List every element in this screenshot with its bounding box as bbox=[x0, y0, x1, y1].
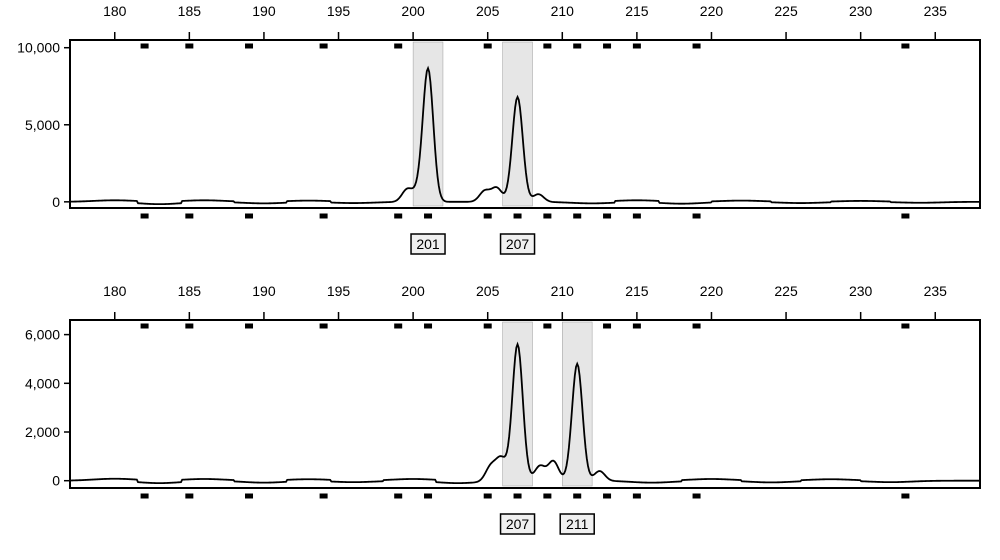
bin-marker bbox=[693, 324, 701, 329]
x-tick-label: 210 bbox=[551, 283, 575, 299]
x-tick-label: 220 bbox=[700, 283, 724, 299]
bin-marker bbox=[514, 214, 522, 219]
bin-marker bbox=[424, 324, 432, 329]
x-tick-label: 200 bbox=[401, 3, 425, 19]
bin-marker bbox=[185, 494, 193, 499]
bin-marker bbox=[141, 214, 149, 219]
bin-marker bbox=[573, 214, 581, 219]
bin-marker bbox=[185, 214, 193, 219]
bin-marker bbox=[573, 44, 581, 49]
bin-marker bbox=[693, 44, 701, 49]
bin-marker bbox=[320, 494, 328, 499]
x-tick-label: 210 bbox=[551, 3, 575, 19]
bin-marker bbox=[633, 494, 641, 499]
bin-marker bbox=[901, 44, 909, 49]
bin-marker bbox=[693, 494, 701, 499]
bin-marker bbox=[185, 44, 193, 49]
bin-marker bbox=[603, 324, 611, 329]
bin-marker bbox=[633, 44, 641, 49]
x-tick-label: 185 bbox=[178, 3, 202, 19]
bin-marker bbox=[320, 324, 328, 329]
bin-marker bbox=[394, 324, 402, 329]
x-tick-label: 235 bbox=[924, 283, 948, 299]
bin-marker bbox=[245, 44, 253, 49]
bin-marker bbox=[484, 494, 492, 499]
x-tick-label: 225 bbox=[774, 3, 798, 19]
peak-label-text: 207 bbox=[506, 516, 530, 532]
bin-marker bbox=[543, 44, 551, 49]
y-tick-label: 5,000 bbox=[25, 117, 60, 133]
bin-marker bbox=[603, 44, 611, 49]
x-tick-label: 230 bbox=[849, 283, 873, 299]
x-tick-label: 190 bbox=[252, 283, 276, 299]
bin-marker bbox=[901, 214, 909, 219]
x-tick-label: 195 bbox=[327, 283, 351, 299]
y-tick-label: 4,000 bbox=[25, 375, 60, 391]
x-tick-label: 195 bbox=[327, 3, 351, 19]
y-tick-label: 6,000 bbox=[25, 327, 60, 343]
bin-marker bbox=[484, 44, 492, 49]
x-tick-label: 205 bbox=[476, 3, 500, 19]
bin-marker bbox=[573, 494, 581, 499]
x-tick-label: 215 bbox=[625, 283, 649, 299]
bin-marker bbox=[484, 214, 492, 219]
y-tick-label: 0 bbox=[52, 473, 60, 489]
bin-marker bbox=[320, 44, 328, 49]
x-tick-label: 180 bbox=[103, 283, 127, 299]
bin-marker bbox=[901, 494, 909, 499]
bin-marker bbox=[394, 214, 402, 219]
electropherogram-panel-top: 180 185 190 195 200 205 210 215 220 225 230 235 0 5,0… bbox=[0, 0, 1000, 270]
y-tick-label: 10,000 bbox=[17, 40, 60, 56]
panel-svg: 180 185 190 195 200 205 210 215 220 225 230 235 0 2,0… bbox=[0, 280, 1000, 550]
bin-marker bbox=[141, 44, 149, 49]
x-tick-label: 185 bbox=[178, 283, 202, 299]
figure-wrap: 180 185 190 195 200 205 210 215 220 225 230 235 0 5,0… bbox=[0, 0, 1000, 560]
bin-marker bbox=[543, 214, 551, 219]
electropherogram-panel-bottom: 180 185 190 195 200 205 210 215 220 225 230 235 0 2,0… bbox=[0, 280, 1000, 550]
peak-label-text: 207 bbox=[506, 236, 530, 252]
bin-marker bbox=[394, 494, 402, 499]
y-tick-label: 0 bbox=[52, 194, 60, 210]
bin-marker bbox=[394, 44, 402, 49]
bin-marker bbox=[633, 214, 641, 219]
panel-svg: 180 185 190 195 200 205 210 215 220 225 230 235 0 5,0… bbox=[0, 0, 1000, 270]
bin-marker bbox=[901, 324, 909, 329]
peak-label-text: 201 bbox=[416, 236, 440, 252]
x-tick-label: 200 bbox=[401, 283, 425, 299]
x-tick-label: 205 bbox=[476, 283, 500, 299]
bin-marker bbox=[543, 324, 551, 329]
bin-marker bbox=[141, 324, 149, 329]
bin-marker bbox=[514, 494, 522, 499]
y-tick-label: 2,000 bbox=[25, 424, 60, 440]
bin-marker bbox=[543, 494, 551, 499]
x-tick-label: 230 bbox=[849, 3, 873, 19]
bin-marker bbox=[693, 214, 701, 219]
bin-marker bbox=[185, 324, 193, 329]
x-tick-label: 180 bbox=[103, 3, 127, 19]
bin-marker bbox=[141, 494, 149, 499]
peak-label-text: 211 bbox=[566, 516, 589, 532]
bin-marker bbox=[245, 494, 253, 499]
x-tick-label: 235 bbox=[924, 3, 948, 19]
x-tick-label: 225 bbox=[774, 283, 798, 299]
x-tick-label: 190 bbox=[252, 3, 276, 19]
x-tick-label: 220 bbox=[700, 3, 724, 19]
bin-marker bbox=[320, 214, 328, 219]
x-tick-label: 215 bbox=[625, 3, 649, 19]
bin-marker bbox=[424, 494, 432, 499]
bin-marker bbox=[245, 214, 253, 219]
bin-marker bbox=[633, 324, 641, 329]
bin-marker bbox=[484, 324, 492, 329]
bin-marker bbox=[424, 214, 432, 219]
bin-marker bbox=[245, 324, 253, 329]
bin-marker bbox=[603, 214, 611, 219]
bin-marker bbox=[603, 494, 611, 499]
